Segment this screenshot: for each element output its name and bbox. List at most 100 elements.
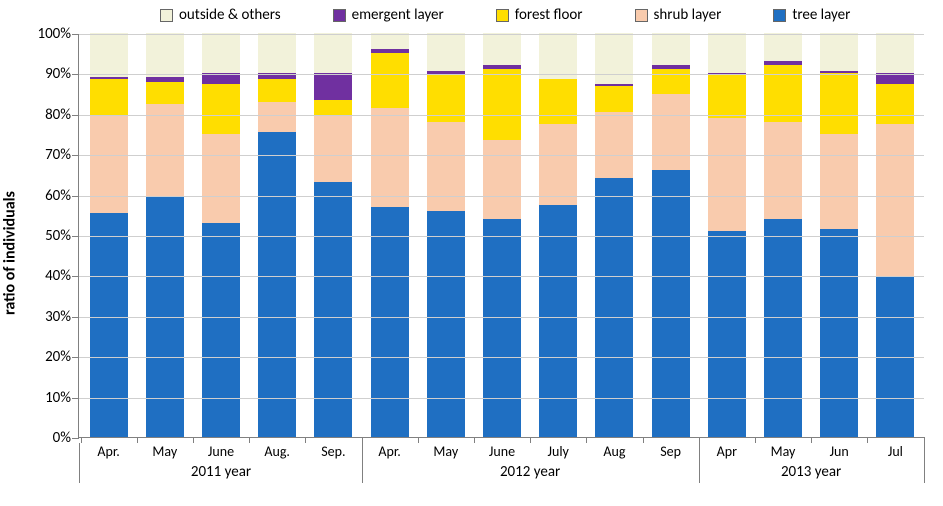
legend-label: tree layer xyxy=(792,6,850,24)
x-tick xyxy=(811,437,812,443)
x-tick-label: May xyxy=(152,443,177,460)
y-tick-label: 40% xyxy=(21,267,71,285)
legend-swatch xyxy=(635,9,648,22)
bar-segment-outside xyxy=(371,33,409,49)
bar-segment-tree xyxy=(371,207,409,437)
bar-segment-floor xyxy=(258,79,296,101)
gridline xyxy=(79,74,924,75)
x-tick xyxy=(586,437,587,443)
bar-segment-floor xyxy=(708,75,746,117)
x-group-tick xyxy=(699,443,700,483)
x-tick xyxy=(81,437,82,443)
bar-segment-floor xyxy=(876,84,914,124)
bar xyxy=(314,33,352,437)
x-tick xyxy=(249,437,250,443)
bar xyxy=(820,33,858,437)
bar-segment-outside xyxy=(652,33,690,65)
legend-item: forest floor xyxy=(496,6,583,24)
y-tick-label: 90% xyxy=(21,65,71,83)
bar xyxy=(202,33,240,437)
x-tick xyxy=(474,437,475,443)
legend-item: outside & others xyxy=(160,6,281,24)
bar-segment-outside xyxy=(258,33,296,73)
x-group-tick xyxy=(362,443,363,483)
bar-segment-tree xyxy=(820,229,858,437)
legend-label: outside & others xyxy=(179,6,281,24)
bar-segment-shrub xyxy=(146,104,184,197)
bar-segment-shrub xyxy=(483,140,521,219)
bar-segment-outside xyxy=(146,33,184,77)
y-tick-label: 60% xyxy=(21,187,71,205)
x-tick-label: Apr xyxy=(717,443,737,460)
bar-segment-floor xyxy=(314,100,352,116)
y-tick-label: 30% xyxy=(21,308,71,326)
gridline xyxy=(79,34,924,35)
bar xyxy=(258,33,296,437)
y-tick-label: 70% xyxy=(21,146,71,164)
bar-segment-tree xyxy=(483,219,521,437)
bar-segment-tree xyxy=(764,219,802,437)
x-tick-label: Sep xyxy=(660,443,681,460)
legend-label: emergent layer xyxy=(352,6,444,24)
bar xyxy=(90,33,128,437)
bar-segment-shrub xyxy=(595,112,633,179)
bar-segment-shrub xyxy=(371,108,409,207)
bar-segment-floor xyxy=(202,84,240,135)
y-tick-label: 0% xyxy=(21,429,71,447)
x-tick xyxy=(305,437,306,443)
gridline xyxy=(79,196,924,197)
x-tick-label: May xyxy=(433,443,458,460)
legend-item: shrub layer xyxy=(635,6,722,24)
y-tick xyxy=(72,74,79,75)
x-tick-label: July xyxy=(548,443,569,460)
bar-segment-outside xyxy=(820,33,858,71)
x-tick xyxy=(643,437,644,443)
legend-item: tree layer xyxy=(773,6,850,24)
bar xyxy=(652,33,690,437)
x-group-label: 2011 year xyxy=(191,463,251,481)
x-tick-label: June xyxy=(489,443,515,460)
y-tick xyxy=(72,115,79,116)
y-tick xyxy=(72,438,79,439)
bar-segment-shrub xyxy=(708,118,746,231)
bar-segment-shrub xyxy=(202,134,240,223)
legend-swatch xyxy=(160,9,173,22)
x-tick xyxy=(193,437,194,443)
bar-segment-floor xyxy=(146,82,184,104)
bar-segment-outside xyxy=(427,33,465,71)
gridline xyxy=(79,115,924,116)
bar xyxy=(539,33,577,437)
y-tick xyxy=(72,196,79,197)
bar-segment-outside xyxy=(595,33,633,84)
x-tick-label: Apr. xyxy=(97,443,119,460)
bar-segment-floor xyxy=(652,69,690,93)
bar-segment-outside xyxy=(764,33,802,61)
x-tick xyxy=(137,437,138,443)
x-tick-label: Sep. xyxy=(321,443,345,460)
bar-segment-shrub xyxy=(314,116,352,183)
bar-segment-outside xyxy=(876,33,914,73)
bar-segment-shrub xyxy=(90,116,128,213)
bar-segment-outside xyxy=(314,33,352,73)
y-tick-label: 20% xyxy=(21,348,71,366)
x-tick xyxy=(755,437,756,443)
x-group-label: 2013 year xyxy=(781,463,841,481)
x-tick-label: Apr. xyxy=(378,443,400,460)
x-tick-label: Aug. xyxy=(264,443,290,460)
bar-segment-shrub xyxy=(539,124,577,205)
legend: outside & others emergent layer forest flo… xyxy=(160,6,923,24)
gridline xyxy=(79,155,924,156)
bar-segment-tree xyxy=(314,182,352,437)
y-tick xyxy=(72,317,79,318)
y-tick-label: 50% xyxy=(21,227,71,245)
y-tick-label: 100% xyxy=(21,25,71,43)
y-tick-label: 80% xyxy=(21,106,71,124)
x-tick-label: Jul xyxy=(888,443,903,460)
x-tick-label: May xyxy=(771,443,796,460)
bar-segment-outside xyxy=(202,33,240,73)
legend-item: emergent layer xyxy=(333,6,444,24)
gridline xyxy=(79,236,924,237)
bar xyxy=(764,33,802,437)
plot-area: Apr.MayJuneAug.Sep.Apr.MayJuneJulyAugSep… xyxy=(78,34,924,438)
y-tick xyxy=(72,155,79,156)
